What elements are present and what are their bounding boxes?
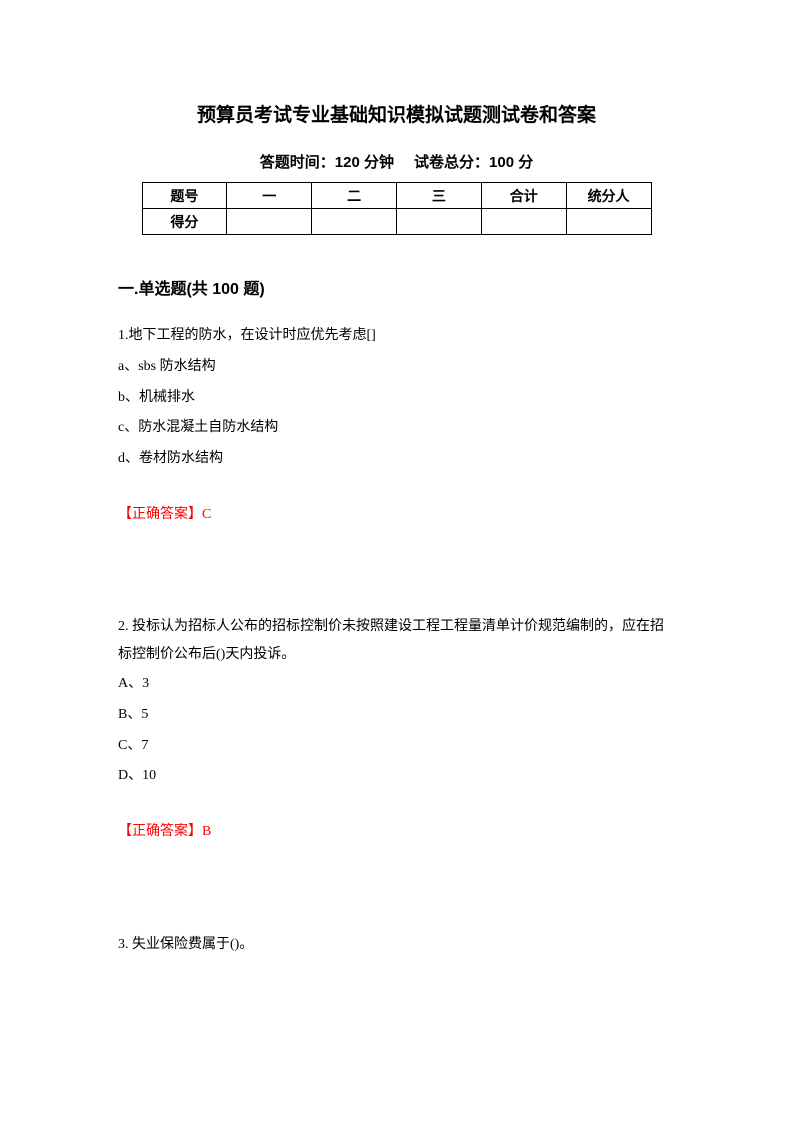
score-row-label: 得分 bbox=[142, 209, 227, 235]
option: B、5 bbox=[118, 700, 675, 731]
table-score-row: 得分 bbox=[142, 209, 651, 235]
option: A、3 bbox=[118, 669, 675, 700]
question-text: 1.地下工程的防水，在设计时应优先考虑[] bbox=[118, 321, 675, 352]
option: D、10 bbox=[118, 761, 675, 792]
option: C、7 bbox=[118, 731, 675, 762]
question-text: 2. 投标认为招标人公布的招标控制价未按照建设工程工程量清单计价规范编制的，应在… bbox=[118, 613, 675, 669]
score-cell bbox=[396, 209, 481, 235]
table-header: 一 bbox=[227, 183, 312, 209]
score-cell bbox=[566, 209, 651, 235]
time-label: 答题时间： bbox=[260, 154, 335, 171]
table-header: 题号 bbox=[142, 183, 227, 209]
question-3: 3. 失业保险费属于()。 bbox=[118, 930, 675, 961]
table-header: 三 bbox=[396, 183, 481, 209]
table-header: 合计 bbox=[481, 183, 566, 209]
section-header: 一.单选题(共 100 题) bbox=[118, 275, 675, 299]
score-value: 100 分 bbox=[489, 154, 533, 171]
score-table: 题号 一 二 三 合计 统分人 得分 bbox=[142, 182, 652, 235]
answer-2: 【正确答案】B bbox=[118, 820, 675, 840]
question-text: 3. 失业保险费属于()。 bbox=[118, 930, 675, 961]
question-1: 1.地下工程的防水，在设计时应优先考虑[] a、sbs 防水结构 b、机械排水 … bbox=[118, 321, 675, 475]
score-cell bbox=[227, 209, 312, 235]
question-2: 2. 投标认为招标人公布的招标控制价未按照建设工程工程量清单计价规范编制的，应在… bbox=[118, 613, 675, 792]
answer-1: 【正确答案】C bbox=[118, 503, 675, 523]
time-value: 120 分钟 bbox=[335, 154, 394, 171]
table-header: 统分人 bbox=[566, 183, 651, 209]
option: a、sbs 防水结构 bbox=[118, 352, 675, 383]
table-header-row: 题号 一 二 三 合计 统分人 bbox=[142, 183, 651, 209]
score-cell bbox=[481, 209, 566, 235]
option: b、机械排水 bbox=[118, 383, 675, 414]
score-label: 试卷总分： bbox=[414, 154, 489, 171]
table-header: 二 bbox=[312, 183, 397, 209]
score-cell bbox=[312, 209, 397, 235]
exam-subtitle: 答题时间：120 分钟 试卷总分：100 分 bbox=[118, 151, 675, 172]
option: d、卷材防水结构 bbox=[118, 444, 675, 475]
exam-title: 预算员考试专业基础知识模拟试题测试卷和答案 bbox=[118, 100, 675, 127]
option: c、防水混凝土自防水结构 bbox=[118, 413, 675, 444]
